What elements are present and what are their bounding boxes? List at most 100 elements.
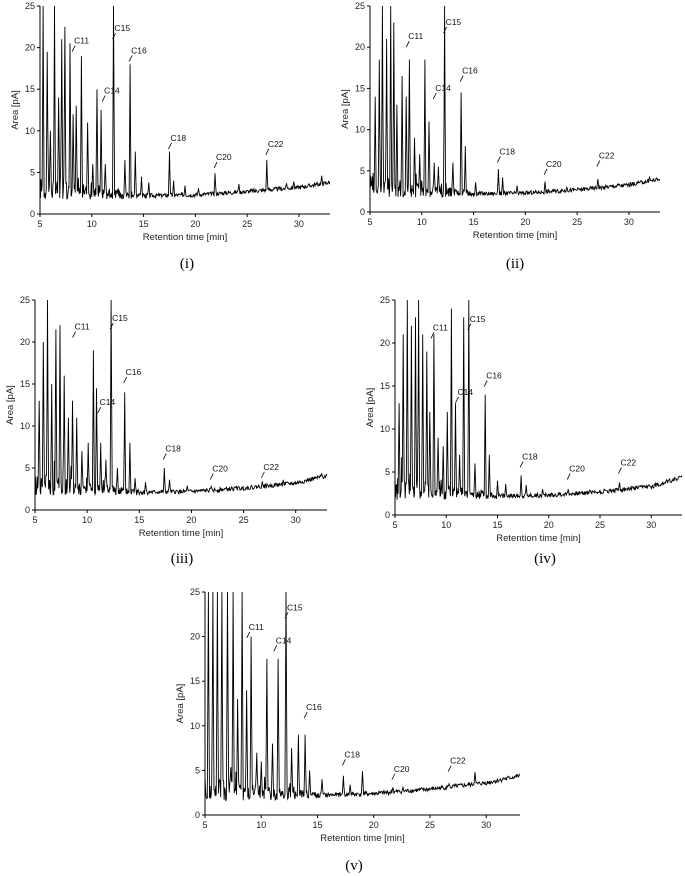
panel-caption-ii: (ii) [505, 256, 525, 272]
x-tick-label: 5 [202, 820, 207, 830]
peak-label-c22: C22 [620, 457, 636, 467]
panel-caption-iv: (iv) [534, 551, 556, 567]
y-tick-label: 0 [385, 510, 390, 520]
peak-leader-line [443, 26, 447, 34]
y-tick-label: 10 [190, 721, 200, 731]
peak-leader-line [405, 40, 410, 48]
x-tick-label: 30 [624, 217, 634, 227]
peak-label-c14: C14 [435, 83, 451, 93]
x-tick-label: 25 [595, 520, 605, 530]
chromatogram-trace [370, 6, 660, 198]
y-axis-title: Area [pA] [175, 684, 186, 724]
panel-caption-v: (v) [345, 858, 363, 874]
y-tick-label: 25 [25, 1, 35, 11]
x-tick-label: 20 [190, 219, 200, 229]
peak-label-c16: C16 [306, 702, 322, 712]
peak-label-c18: C18 [499, 146, 515, 156]
peak-leader-line [71, 45, 76, 52]
chromatogram-trace [395, 300, 682, 500]
x-axis-title: Retention time [min] [139, 528, 223, 539]
peak-label-c18: C18 [522, 451, 538, 461]
peak-leader-line [566, 473, 571, 480]
x-tick-label: 20 [369, 820, 379, 830]
x-tick-label: 25 [572, 217, 582, 227]
x-tick-label: 30 [481, 820, 491, 830]
y-tick-label: 0 [360, 207, 365, 217]
peak-label-c14: C14 [276, 635, 292, 645]
peak-leader-line [265, 148, 270, 155]
x-axis-title: Retention time [min] [496, 533, 580, 544]
x-tick-label: 15 [469, 217, 479, 227]
y-tick-label: 20 [25, 43, 35, 53]
peak-leader-line [455, 396, 459, 404]
peak-leader-line [303, 712, 308, 719]
peak-leader-line [213, 161, 218, 169]
chromatogram-trace [35, 300, 327, 497]
x-tick-label: 10 [417, 217, 427, 227]
peak-label-c22: C22 [599, 151, 615, 161]
x-tick-label: 30 [291, 515, 301, 525]
peak-leader-line [72, 331, 76, 338]
y-tick-label: 10 [380, 424, 390, 434]
peak-leader-line [467, 323, 472, 330]
peak-leader-line [497, 156, 501, 163]
peak-label-c16: C16 [462, 66, 478, 76]
peak-leader-line [246, 631, 251, 639]
y-tick-label: 15 [25, 84, 35, 94]
peak-leader-line [596, 160, 601, 167]
peak-label-c20: C20 [394, 764, 410, 774]
peak-label-c22: C22 [450, 756, 466, 766]
y-tick-label: 10 [20, 421, 30, 431]
y-tick-label: 15 [380, 381, 390, 391]
panel-caption-i: (i) [179, 256, 195, 272]
y-tick-label: 15 [355, 83, 365, 93]
x-axis-title: Retention time [min] [320, 833, 404, 844]
peak-label-c11: C11 [75, 322, 90, 332]
x-tick-label: 5 [367, 217, 372, 227]
x-tick-label: 10 [256, 820, 266, 830]
peak-label-c14: C14 [458, 387, 474, 397]
peak-label-c15: C15 [287, 602, 303, 612]
x-axis-title: Retention time [min] [473, 230, 557, 241]
y-tick-label: 0 [30, 209, 35, 219]
peak-label-c16: C16 [131, 46, 147, 56]
peak-label-c14: C14 [100, 397, 116, 407]
peak-label-c15: C15 [115, 23, 131, 33]
peak-leader-line [273, 645, 278, 652]
peak-leader-line [112, 32, 116, 40]
peak-leader-line [618, 467, 622, 474]
y-tick-label: 5 [360, 166, 365, 176]
y-tick-label: 10 [25, 126, 35, 136]
peak-leader-line [459, 75, 464, 82]
peak-leader-line [260, 471, 265, 479]
peak-label-c11: C11 [408, 31, 423, 41]
peak-leader-line [483, 380, 488, 387]
peak-leader-line [391, 773, 396, 780]
x-tick-label: 30 [646, 520, 656, 530]
y-tick-label: 5 [385, 467, 390, 477]
y-tick-label: 0 [195, 810, 200, 820]
y-tick-label: 0 [25, 505, 30, 515]
x-tick-label: 30 [294, 219, 304, 229]
y-tick-label: 25 [20, 295, 30, 305]
y-tick-label: 20 [380, 338, 390, 348]
x-tick-label: 5 [392, 520, 397, 530]
y-axis-title: Area [pA] [10, 90, 21, 130]
y-tick-label: 25 [355, 1, 365, 11]
peak-leader-line [447, 765, 452, 772]
y-tick-label: 10 [355, 125, 365, 135]
peak-label-c22: C22 [263, 462, 279, 472]
x-tick-label: 5 [37, 219, 42, 229]
peak-leader-line [101, 95, 106, 102]
peak-leader-line [430, 332, 435, 339]
peak-label-c18: C18 [170, 133, 186, 143]
peak-leader-line [519, 461, 524, 468]
peak-label-c20: C20 [569, 463, 585, 473]
x-tick-label: 5 [32, 515, 37, 525]
chromatogram-trace [40, 6, 330, 200]
